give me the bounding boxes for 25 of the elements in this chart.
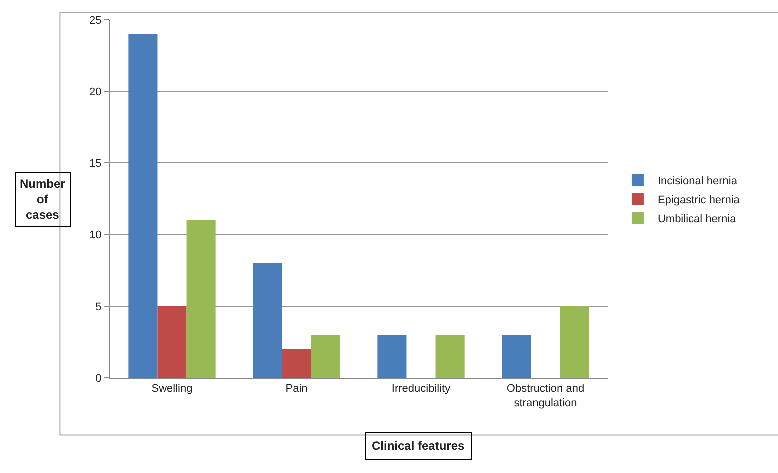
legend-label: Epigastric hernia	[658, 194, 741, 206]
x-tick-label: Obstruction and strangulation	[506, 383, 585, 410]
x-tick-label: Pain	[286, 383, 308, 396]
x-tick-label: Irreducibility	[392, 383, 452, 396]
y-tick-label: 25	[90, 14, 102, 27]
bar	[158, 306, 187, 378]
y-tick-label: 5	[96, 301, 102, 314]
bar	[186, 220, 216, 378]
bar	[378, 335, 407, 378]
x-axis-title: Clinical features	[372, 439, 466, 453]
y-axis-title: Number of cases	[20, 177, 66, 222]
y-tick-label: 20	[90, 86, 102, 98]
bar	[560, 306, 590, 378]
bar	[311, 335, 340, 378]
bar	[282, 349, 312, 378]
y-tick-label: 15	[90, 158, 102, 170]
legend-label: Incisional hernia	[658, 175, 738, 188]
bar	[436, 335, 465, 378]
y-tick-label: 0	[96, 372, 102, 385]
bar	[253, 263, 282, 378]
bar	[128, 34, 158, 378]
y-tick-label: 10	[90, 230, 102, 242]
bar	[502, 335, 532, 378]
legend-label: Umbilical hernia	[658, 213, 738, 226]
x-tick-label: Swelling	[152, 383, 193, 396]
